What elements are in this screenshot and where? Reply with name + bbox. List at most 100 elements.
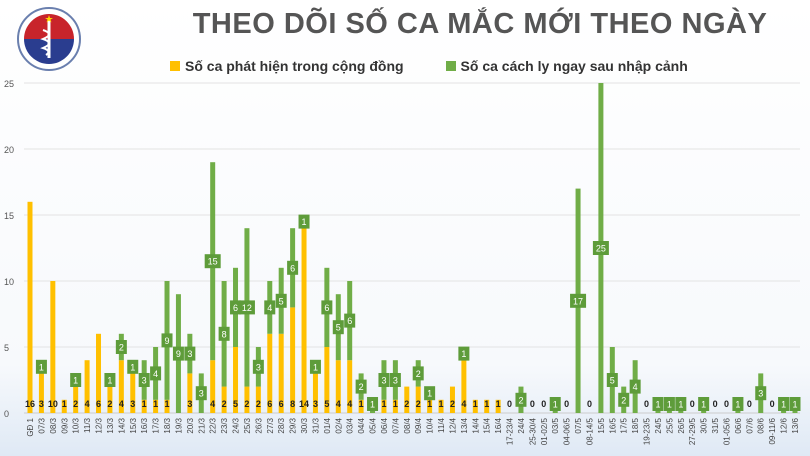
x-tick-label: 08/4 bbox=[403, 417, 412, 433]
data-label-community: 1 bbox=[393, 399, 398, 409]
data-label-community: 4 bbox=[85, 399, 90, 409]
x-tick-label: 27/3 bbox=[266, 417, 275, 433]
bar-community bbox=[187, 373, 193, 413]
x-tick-label: 18/5 bbox=[631, 417, 640, 433]
data-label-community: 1 bbox=[473, 399, 478, 409]
data-label-community: 0 bbox=[587, 399, 592, 409]
data-label-community: 16 bbox=[25, 399, 35, 409]
data-label-box-imported bbox=[321, 300, 333, 315]
y-tick-label: 5 bbox=[4, 343, 9, 353]
data-label-community: 1 bbox=[165, 399, 170, 409]
data-label-community: 2 bbox=[73, 399, 78, 409]
data-label-imported: 3 bbox=[199, 389, 204, 399]
bar-community bbox=[278, 333, 284, 413]
x-tick-label: 16/4 bbox=[494, 417, 503, 433]
x-tick-label: 05/4 bbox=[369, 417, 378, 433]
data-label-community: 2 bbox=[244, 399, 249, 409]
x-tick-label: 22/3 bbox=[209, 417, 218, 433]
x-tick-label: 10/3 bbox=[72, 417, 81, 433]
data-label-community: 8 bbox=[290, 399, 295, 409]
x-tick-label: 27-29/5 bbox=[688, 417, 697, 445]
x-tick-label: 24/3 bbox=[232, 417, 241, 433]
x-tick-label: 15/4 bbox=[483, 417, 492, 433]
bar-community bbox=[358, 399, 364, 413]
data-label-imported: 15 bbox=[208, 257, 218, 267]
data-label-box-imported bbox=[332, 320, 344, 335]
data-label-community: 0 bbox=[690, 399, 695, 409]
x-tick-label: 25/5 bbox=[665, 417, 674, 433]
data-label-imported: 1 bbox=[781, 400, 786, 410]
legend-item-community: Số ca phát hiện trong cộng đồng bbox=[170, 58, 404, 74]
data-label-imported: 1 bbox=[73, 376, 78, 386]
x-tick-label: 19/3 bbox=[174, 417, 183, 433]
data-label-box-imported bbox=[675, 397, 687, 411]
bar-community bbox=[27, 201, 33, 413]
data-label-box-imported bbox=[195, 386, 207, 401]
y-tick-label: 25 bbox=[4, 79, 14, 89]
data-label-community: 3 bbox=[187, 399, 192, 409]
data-label-imported: 1 bbox=[701, 400, 706, 410]
data-label-imported: 1 bbox=[313, 362, 318, 372]
x-tick-label: 01-05/6 bbox=[722, 417, 731, 445]
data-label-imported: 1 bbox=[130, 362, 135, 372]
x-tick-label: 04-06/5 bbox=[563, 417, 572, 445]
data-label-imported: 1 bbox=[735, 400, 740, 410]
x-tick-label: 24/5 bbox=[654, 417, 663, 433]
x-tick-label: 25-30/4 bbox=[528, 417, 537, 445]
data-label-imported: 1 bbox=[655, 400, 660, 410]
data-label-box-imported bbox=[230, 300, 242, 315]
data-label-community: 0 bbox=[564, 399, 569, 409]
x-tick-label: 16/5 bbox=[608, 417, 617, 433]
legend-label-community: Số ca phát hiện trong cộng đồng bbox=[185, 58, 404, 74]
data-label-community: 2 bbox=[256, 399, 261, 409]
x-tick-label: 07/5 bbox=[574, 417, 583, 433]
x-tick-label: 08/6 bbox=[757, 417, 766, 433]
data-label-community: 0 bbox=[770, 399, 775, 409]
x-tick-label: 09-11/6 bbox=[768, 417, 777, 444]
x-tick-label: 07/3 bbox=[37, 417, 46, 433]
bar-community bbox=[50, 281, 56, 413]
x-tick-label: 15/3 bbox=[129, 417, 138, 433]
data-label-community: 3 bbox=[313, 399, 318, 409]
bar-community bbox=[472, 399, 478, 413]
x-tick-label: 17/5 bbox=[620, 417, 629, 433]
data-label-community: 10 bbox=[48, 399, 58, 409]
data-label-community: 6 bbox=[96, 399, 101, 409]
data-label-community: 6 bbox=[267, 399, 272, 409]
y-tick-label: 10 bbox=[4, 277, 14, 287]
data-label-imported: 6 bbox=[347, 316, 352, 326]
data-label-community: 1 bbox=[359, 399, 364, 409]
bar-community bbox=[255, 386, 261, 413]
bar-community bbox=[495, 399, 501, 413]
data-label-community: 0 bbox=[644, 399, 649, 409]
x-tick-label: 28/3 bbox=[277, 417, 286, 433]
data-label-box-imported bbox=[629, 379, 641, 394]
data-label-box-imported bbox=[378, 373, 390, 387]
data-label-community: 5 bbox=[233, 399, 238, 409]
data-label-box-imported bbox=[252, 359, 264, 374]
data-label-imported: 9 bbox=[176, 349, 181, 359]
x-tick-label: 12/6 bbox=[780, 417, 789, 433]
y-tick-label: 20 bbox=[4, 145, 14, 155]
data-label-box-imported bbox=[458, 346, 470, 361]
data-label-imported: 1 bbox=[553, 400, 558, 410]
x-tick-label: 26/5 bbox=[677, 417, 686, 433]
bar-community bbox=[415, 386, 421, 413]
data-label-box-imported bbox=[618, 392, 630, 407]
bar-community bbox=[461, 360, 467, 413]
bar-community bbox=[96, 333, 102, 413]
bar-community bbox=[312, 373, 318, 413]
data-label-community: 1 bbox=[153, 399, 158, 409]
x-tick-label: 06/6 bbox=[734, 417, 743, 433]
data-label-community: 0 bbox=[724, 399, 729, 409]
data-label-community: 4 bbox=[119, 399, 124, 409]
data-label-box-imported bbox=[755, 386, 767, 401]
bar-community bbox=[141, 399, 147, 413]
x-tick-label: 31/5 bbox=[711, 417, 720, 433]
x-tick-label: 08-14/5 bbox=[585, 417, 594, 445]
x-tick-label: 13/4 bbox=[460, 417, 469, 433]
x-tick-label: 03/5 bbox=[551, 417, 560, 433]
x-tick-label: 17-23/4 bbox=[506, 417, 515, 445]
bar-community bbox=[290, 307, 296, 413]
